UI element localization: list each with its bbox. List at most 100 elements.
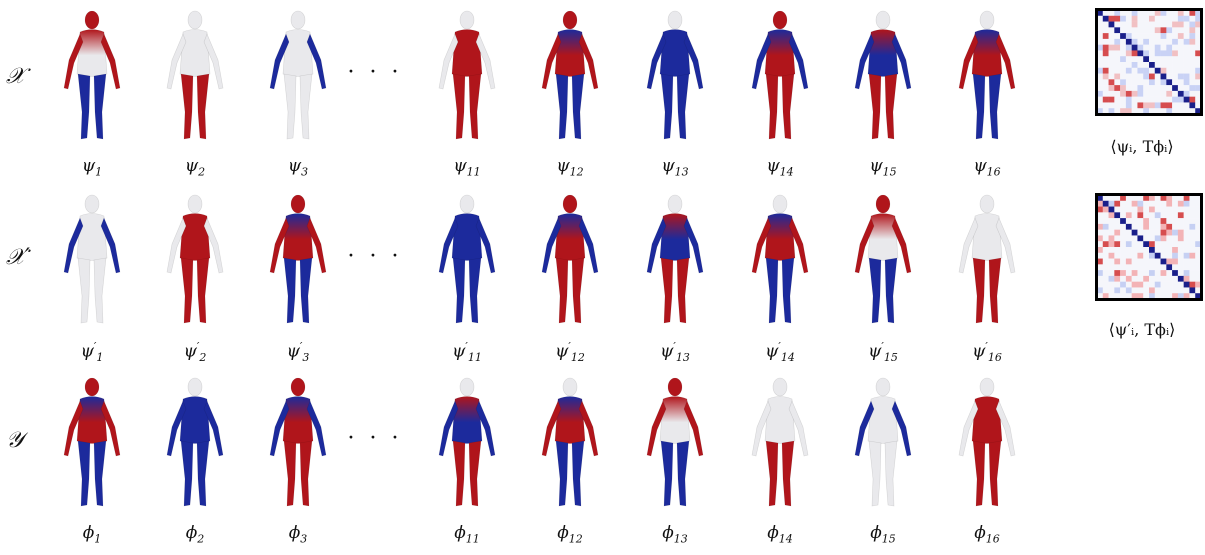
matrix-cell (1166, 108, 1173, 115)
matrix-cell (1183, 229, 1190, 236)
matrix-cell (1166, 44, 1173, 51)
matrix-cell (1172, 21, 1179, 28)
matrix-cell (1131, 252, 1138, 259)
matrix-cell (1102, 50, 1109, 57)
matrix-cell (1160, 73, 1167, 80)
matrix-cell (1160, 206, 1167, 213)
matrix-cell (1177, 15, 1184, 22)
body-shape-icon (854, 194, 912, 324)
matrix-cell (1108, 247, 1115, 253)
matrix-cell (1166, 206, 1173, 213)
matrix-cell (1177, 206, 1184, 213)
matrix-cell (1183, 258, 1190, 265)
function-cell: ψ3 (258, 8, 338, 188)
matrix-cell (1149, 50, 1155, 57)
matrix-cell (1189, 270, 1196, 277)
body-right-leg (196, 440, 210, 507)
body-right-leg (468, 440, 482, 507)
matrix-cell (1160, 67, 1167, 74)
matrix-cell (1143, 206, 1150, 213)
matrix-cell (1137, 10, 1144, 16)
matrix-cell (1177, 287, 1184, 294)
matrix-cell (1160, 229, 1167, 236)
matrix-cell (1172, 212, 1179, 219)
body-left-leg (77, 257, 91, 324)
matrix-cell (1166, 195, 1173, 201)
matrix-cell (1183, 67, 1190, 74)
matrix-cell (1120, 241, 1127, 248)
matrix-cell (1172, 108, 1179, 115)
function-cell: ψ′16 (947, 192, 1027, 372)
matrix-cell (1195, 10, 1202, 16)
matrix-cell (1149, 200, 1155, 207)
matrix-cell (1114, 96, 1121, 103)
matrix-cell (1160, 21, 1167, 28)
matrix-cell (1097, 44, 1103, 51)
matrix-cell (1097, 79, 1103, 86)
matrix-cell (1102, 206, 1109, 213)
matrix-cell (1131, 44, 1138, 51)
body-right-leg (988, 257, 1002, 324)
caption-symbol: ψ (973, 156, 987, 176)
body-right-leg (676, 257, 690, 324)
body-right-leg (676, 73, 690, 140)
matrix-cell (1114, 108, 1121, 115)
matrix-cell (1097, 21, 1103, 28)
matrix-cell (1154, 21, 1161, 28)
matrix-cell (1114, 90, 1121, 97)
matrix-cell (1125, 56, 1132, 63)
caption-index: 2 (199, 351, 207, 365)
body-right-leg (468, 73, 482, 140)
matrix-cell (1143, 102, 1150, 109)
caption-symbol: ψ (183, 341, 197, 362)
matrix-cell (1189, 200, 1196, 207)
matrix-cell (1108, 195, 1115, 201)
matrix-cell (1137, 85, 1144, 92)
matrix-cell (1183, 102, 1190, 109)
matrix-cell (1177, 270, 1184, 277)
body-left-leg (555, 440, 569, 507)
matrix-cell (1125, 206, 1132, 213)
body-torso (659, 29, 691, 77)
matrix-cell (1172, 27, 1179, 34)
matrix-cell (1177, 73, 1184, 80)
body-left-leg (868, 257, 882, 324)
body-shape-icon (646, 10, 704, 140)
matrix-cell (1143, 56, 1150, 63)
body-head (290, 194, 306, 214)
matrix-cell (1108, 102, 1115, 109)
matrix-cell (1183, 195, 1190, 201)
function-cell: ϕ3 (258, 375, 338, 555)
matrix-cell (1131, 200, 1138, 207)
matrix-cell (1097, 206, 1103, 213)
caption-symbol: ψ (453, 156, 467, 176)
matrix-cell (1172, 10, 1179, 16)
matrix-cell (1183, 247, 1190, 253)
matrix-cell (1183, 62, 1190, 68)
matrix-cell (1097, 252, 1103, 259)
matrix-cell (1195, 252, 1202, 259)
matrix-cell (1097, 50, 1103, 57)
matrix-cell (1102, 27, 1109, 34)
matrix-cell (1114, 252, 1121, 259)
matrix-cell (1189, 44, 1196, 51)
matrix-cell (1160, 218, 1167, 225)
matrix-cell (1154, 27, 1161, 34)
matrix-cell (1137, 67, 1144, 74)
matrix-cell (1125, 293, 1132, 300)
matrix-cell (1172, 102, 1179, 109)
matrix-cell (1125, 27, 1132, 34)
function-cell: ψ11 (427, 8, 507, 188)
matrix-cell (1131, 275, 1138, 282)
matrix-cell (1102, 33, 1109, 40)
matrix-cell (1177, 200, 1184, 207)
body-right-leg (93, 440, 107, 507)
matrix-cell (1131, 90, 1138, 97)
matrix-cell (1160, 223, 1167, 230)
function-caption: ψ′1 (52, 340, 132, 364)
matrix-cell (1189, 275, 1196, 282)
matrix-cell (1183, 90, 1190, 97)
matrix-cell (1177, 195, 1184, 201)
matrix-cell (1143, 21, 1150, 28)
correlation-matrix-psi (1095, 8, 1203, 116)
